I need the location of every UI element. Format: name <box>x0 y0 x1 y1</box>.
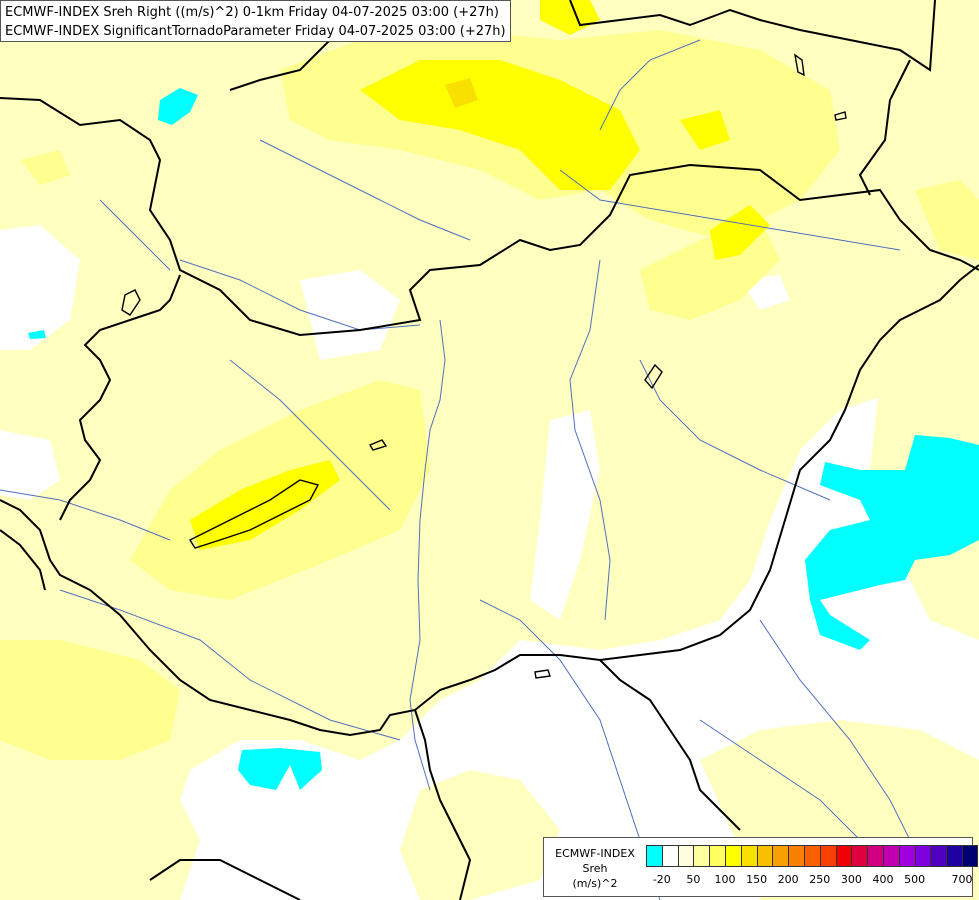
legend-unit: (m/s)^2 <box>572 877 618 890</box>
legend-variable: Sreh <box>582 862 608 875</box>
legend-tick-label: 250 <box>809 873 831 886</box>
lake-ne-small <box>834 111 847 121</box>
sreh-field-light-s <box>400 770 560 900</box>
color-legend: ECMWF-INDEX Sreh (m/s)^2 -20 50 100 150 200 2… <box>543 837 978 897</box>
sreh-field-pale-nw <box>20 150 70 185</box>
lake-tisza <box>644 363 663 390</box>
legend-swatch <box>946 845 962 867</box>
border-east-upper <box>858 59 911 196</box>
sreh-field-yellow-ne <box>710 205 770 260</box>
legend-tick-label: 700 <box>951 873 973 886</box>
legend-swatch <box>756 845 773 867</box>
legend-tick-label: 400 <box>872 873 894 886</box>
legend-ticks: -20 50 100 150 200 250 300 400 500 700 <box>646 873 973 889</box>
lake-north <box>794 53 805 77</box>
legend-tick-label: 150 <box>746 873 768 886</box>
sreh-field-yellow-center <box>190 460 340 550</box>
sreh-field-yellow-north-3 <box>680 110 730 150</box>
legend-tick-label: 500 <box>904 873 926 886</box>
sreh-field-yellow-north <box>360 60 640 190</box>
legend-swatch <box>772 845 789 867</box>
sreh-field-yellow-north-2 <box>540 0 600 35</box>
border-northeast <box>569 0 936 72</box>
legend-swatch <box>851 845 868 867</box>
legend-swatch <box>867 845 883 867</box>
lake-south <box>534 669 551 679</box>
map-title-box: ECMWF-INDEX Sreh Right ((m/s)^2) 0-1km F… <box>0 0 511 42</box>
sreh-field-white-1 <box>0 225 80 350</box>
border-south-3 <box>149 859 301 900</box>
legend-swatch <box>788 845 804 867</box>
legend-swatch <box>740 845 757 867</box>
legend-swatches <box>646 845 978 867</box>
sreh-field-cyan-south <box>238 748 322 790</box>
legend-label: ECMWF-INDEX Sreh (m/s)^2 <box>544 846 646 891</box>
border-west <box>59 274 181 521</box>
legend-swatch <box>646 845 662 867</box>
legend-swatch <box>803 845 820 867</box>
legend-tick-label: 300 <box>840 873 862 886</box>
legend-swatch <box>661 845 678 867</box>
legend-tick-label: 200 <box>777 873 799 886</box>
legend-swatch <box>693 845 710 867</box>
sreh-field-cyan-east <box>805 435 979 650</box>
sreh-field-gold-north <box>445 78 478 108</box>
lake-nw-river <box>121 289 141 316</box>
legend-tick-label: 100 <box>714 873 736 886</box>
legend-swatch <box>961 845 978 867</box>
border-west-2 <box>0 529 46 591</box>
lake-balaton <box>188 479 320 549</box>
border-south-2 <box>414 709 472 900</box>
border-south <box>599 659 741 831</box>
title-line-1: ECMWF-INDEX Sreh Right ((m/s)^2) 0-1km F… <box>5 5 499 20</box>
legend-swatch <box>898 845 915 867</box>
sreh-field-cyan-ne <box>158 88 198 125</box>
legend-swatch <box>835 845 852 867</box>
border-east <box>0 264 979 737</box>
legend-tick-label: 50 <box>686 873 701 886</box>
sreh-field-pale-sw <box>0 640 180 760</box>
sreh-field-white-2 <box>300 270 400 360</box>
border-north <box>0 97 979 337</box>
sreh-field-pale-e <box>915 180 979 260</box>
legend-swatch <box>709 845 725 867</box>
legend-swatch <box>882 845 899 867</box>
legend-swatch <box>914 845 931 867</box>
legend-swatch <box>819 845 836 867</box>
lake-velence <box>368 439 388 451</box>
legend-tick-label: -20 <box>652 873 671 886</box>
legend-swatch <box>677 845 694 867</box>
title-line-2: ECMWF-INDEX SignificantTornadoParameter … <box>5 24 506 39</box>
sreh-field-cyan-nw <box>28 330 46 339</box>
sreh-field-white-4 <box>0 430 60 500</box>
legend-swatch <box>724 845 741 867</box>
lakes <box>121 53 847 679</box>
sreh-field-white-5 <box>530 410 600 620</box>
legend-title: ECMWF-INDEX <box>555 847 635 860</box>
legend-swatch <box>930 845 947 867</box>
